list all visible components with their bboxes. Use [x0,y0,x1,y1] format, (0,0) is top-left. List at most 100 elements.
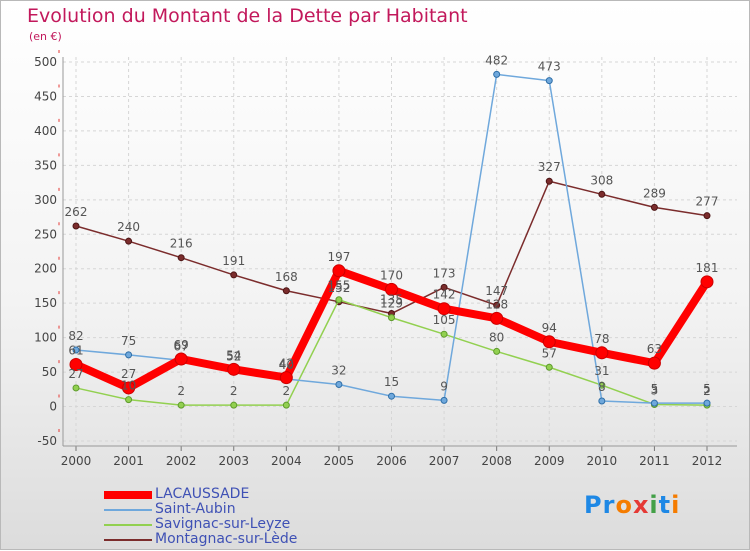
legend-swatch-montagnac [104,539,152,541]
data-point-0 [647,356,661,370]
data-label-2: 27 [68,367,83,381]
axes: -50 0 50 100 150 200 250 300 350 400 450 500 2000 200… [34,50,737,468]
data-point-1 [125,351,133,359]
data-label-2: 155 [327,279,350,293]
y-tick-label: 400 [34,124,57,138]
x-tick-label: 2002 [166,454,197,468]
y-tick-label: 300 [34,193,57,207]
data-label-0: 181 [696,261,719,275]
data-label-2: 57 [542,346,557,360]
y-tick-label: 350 [34,158,57,172]
series-layer [69,70,714,409]
x-tick-label: 2010 [587,454,618,468]
data-point-3 [598,190,606,198]
data-point-0 [595,346,609,360]
data-point-0 [385,282,398,296]
x-tick-label: 2000 [61,454,92,468]
data-label-3: 327 [538,160,561,174]
data-label-1: 52 [226,350,241,364]
data-label-0: 63 [647,342,662,356]
legend-label-savignac: Savignac-sur-Leyze [155,516,291,532]
data-point-0 [122,381,136,395]
data-label-2: 129 [380,297,403,311]
legend-swatch-saint-aubin [104,509,152,511]
data-label-2: 80 [489,330,504,344]
data-label-1: 82 [68,329,83,343]
data-point-0 [437,302,451,316]
data-point-3 [493,301,501,309]
data-label-1: 40 [279,358,294,372]
data-point-3 [125,237,133,245]
x-tick-label: 2004 [271,454,302,468]
data-point-0 [69,358,83,372]
chart-subtitle: (en €) [29,30,62,43]
data-point-0 [174,352,188,366]
data-label-2: 2 [703,384,711,398]
data-label-3: 277 [696,195,719,209]
data-label-3: 289 [643,186,666,200]
grid [63,57,737,446]
data-label-1: 5 [703,382,711,396]
data-label-1: 15 [384,375,399,389]
chart-title: Evolution du Montant de la Dette par Hab… [27,5,468,27]
data-label-3: 173 [433,266,456,280]
data-label-1: 32 [331,363,346,377]
legend-label-montagnac: Montagnac-sur-Lède [155,531,298,547]
data-label-1: 75 [121,334,136,348]
data-point-0 [279,371,293,385]
data-point-0 [700,275,714,289]
data-label-2: 105 [433,313,456,327]
x-tick-label: 2001 [113,454,144,468]
proxiti-logo: Proxiti [584,491,681,519]
x-tick-label: 2007 [429,454,460,468]
data-point-1 [72,346,80,354]
plot-area [63,57,737,446]
data-label-0: 78 [594,332,609,346]
legend-swatch-savignac [104,524,152,526]
data-label-0: 61 [68,344,83,358]
data-label-0: 170 [380,268,403,282]
data-label-0: 128 [485,297,508,311]
y-tick-label: -50 [37,434,57,448]
data-label-3: 262 [65,205,88,219]
y-tick-label: 200 [34,262,57,276]
data-point-0 [490,311,504,325]
data-label-0: 69 [174,338,189,352]
data-label-0: 94 [542,321,557,335]
data-label-2: 31 [594,364,609,378]
data-label-3: 216 [170,237,193,251]
data-point-1 [335,380,343,388]
data-point-0 [332,264,346,278]
data-point-0 [542,335,556,349]
data-label-1: 5 [651,382,659,396]
data-point-2 [335,296,343,304]
data-point-3 [177,254,185,262]
data-label-0: 197 [327,250,350,264]
data-point-2 [545,363,553,371]
data-label-3: 308 [590,173,613,187]
data-label-3: 191 [222,254,245,268]
data-label-2: 10 [121,379,136,393]
x-tick-label: 2006 [376,454,407,468]
x-tick-label: 2003 [218,454,249,468]
y-tick-label: 50 [42,365,57,379]
x-tick-label: 2008 [481,454,512,468]
data-label-1: 67 [174,339,189,353]
data-point-0 [227,362,241,376]
data-label-2: 2 [230,384,238,398]
y-tick-label: 0 [49,400,57,414]
y-tick-label: 100 [34,331,57,345]
data-point-1 [598,397,606,405]
data-label-1: 473 [538,60,561,74]
data-point-2 [72,384,80,392]
data-label-3: 168 [275,270,298,284]
data-point-1 [703,399,711,407]
x-tick-label: 2011 [639,454,670,468]
x-tick-label: 2012 [692,454,723,468]
data-point-2 [282,401,290,409]
legend-label-lacaussade: LACAUSSADE [155,486,250,502]
data-point-3 [545,177,553,185]
